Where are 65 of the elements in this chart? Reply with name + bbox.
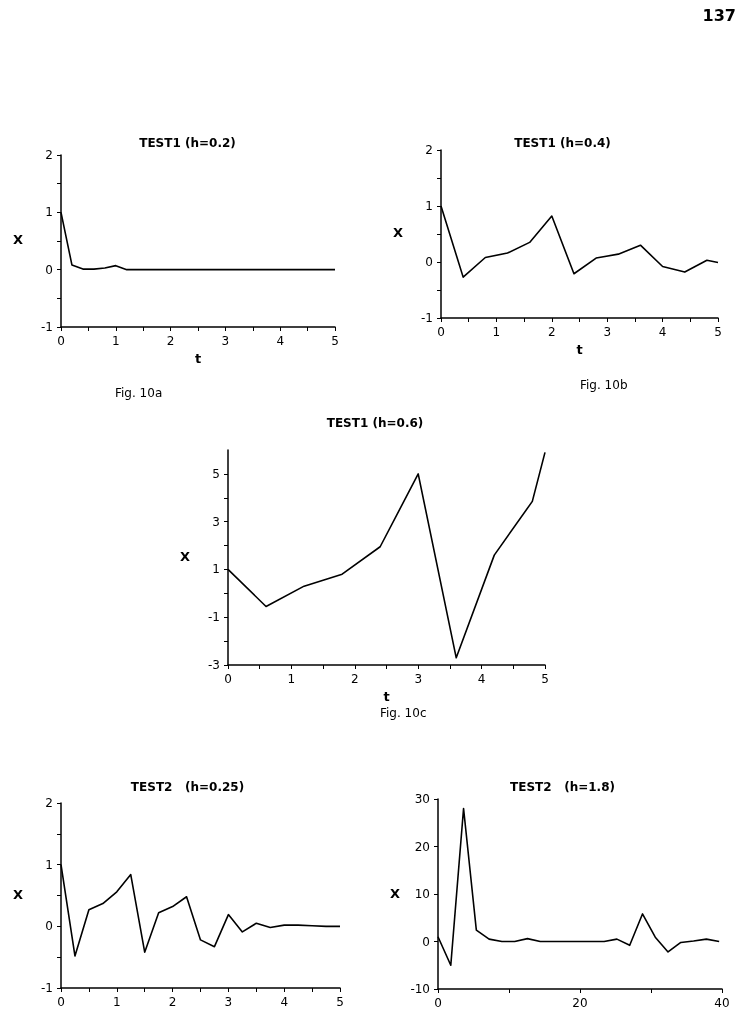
- x-tick-label: 0: [57, 995, 65, 1009]
- x-tick-label: 1: [492, 325, 501, 339]
- y-tick-label: 0: [45, 262, 53, 277]
- x-axis-title: t: [194, 350, 202, 366]
- x-tick-label: 2: [547, 325, 556, 339]
- x-tick-label: 0: [57, 334, 65, 348]
- x-tick-label: 3: [224, 995, 233, 1009]
- y-tick-label: 0: [45, 919, 53, 934]
- chart-title: TEST1 (h=0.4): [514, 136, 611, 150]
- x-tick-label: 2: [168, 995, 177, 1009]
- y-tick-label: -10: [410, 982, 430, 996]
- y-tick-label: -3: [208, 658, 220, 672]
- y-tick-label: 1: [45, 857, 53, 872]
- y-axis-title: X: [13, 886, 24, 902]
- text: 137: [702, 6, 736, 25]
- x-tick-label: 1: [111, 334, 120, 348]
- y-tick-label: 2: [45, 148, 53, 162]
- caption: Fig. 10c: [380, 706, 427, 720]
- x-tick-label: 40: [714, 996, 730, 1009]
- y-tick-label: 10: [414, 887, 430, 901]
- x-tick-label: 4: [477, 672, 486, 686]
- x-tick-label: 4: [276, 334, 285, 348]
- chart-title: TEST1 (h=0.2): [139, 136, 236, 150]
- caption: Fig. 10b: [580, 378, 628, 392]
- chart-title: TEST1 (h=0.6): [326, 416, 424, 430]
- x-tick-label: 5: [541, 672, 549, 686]
- x-tick-label: 5: [331, 334, 339, 348]
- x-tick-label: 2: [350, 672, 359, 686]
- x-axis-title: t: [383, 688, 390, 704]
- x-axis-title: t: [576, 341, 583, 357]
- y-axis-title: X: [390, 885, 401, 901]
- y-tick-label: 1: [425, 199, 433, 213]
- x-tick-label: 1: [287, 672, 296, 686]
- x-tick-label: 0: [434, 996, 442, 1009]
- x-tick-label: 5: [336, 995, 344, 1009]
- y-tick-label: -1: [41, 981, 53, 995]
- y-tick-label: 20: [414, 839, 430, 854]
- x-tick-label: 20: [572, 996, 588, 1009]
- chart-title: TEST2 (h=0.25): [130, 780, 245, 794]
- y-tick-label: 3: [212, 514, 220, 529]
- y-tick-label: 2: [425, 143, 433, 157]
- y-axis-title: X: [13, 232, 24, 247]
- y-tick-label: 0: [425, 255, 433, 269]
- y-axis-title: X: [180, 548, 191, 564]
- x-tick-label: 4: [658, 325, 667, 339]
- x-tick-label: 1: [112, 995, 121, 1009]
- y-tick-label: 0: [422, 934, 430, 949]
- caption: Fig. 10a: [115, 386, 163, 400]
- y-tick-label: 2: [45, 796, 53, 810]
- x-tick-label: 0: [437, 325, 445, 339]
- x-tick-label: 5: [714, 325, 722, 339]
- x-tick-label: 2: [166, 334, 175, 348]
- y-axis-title: X: [393, 225, 404, 240]
- y-tick-label: 1: [212, 562, 220, 577]
- y-tick-label: -1: [421, 311, 433, 325]
- y-tick-label: -1: [41, 320, 53, 334]
- chart-title: TEST2 (h=1.8): [510, 780, 615, 794]
- y-tick-label: 30: [414, 792, 430, 806]
- y-tick-label: -1: [208, 610, 220, 625]
- x-tick-label: 3: [603, 325, 612, 339]
- x-tick-label: 4: [280, 995, 289, 1009]
- y-tick-label: 5: [212, 466, 220, 481]
- x-tick-label: 3: [221, 334, 230, 348]
- y-tick-label: 1: [45, 205, 53, 220]
- x-tick-label: 0: [224, 672, 232, 686]
